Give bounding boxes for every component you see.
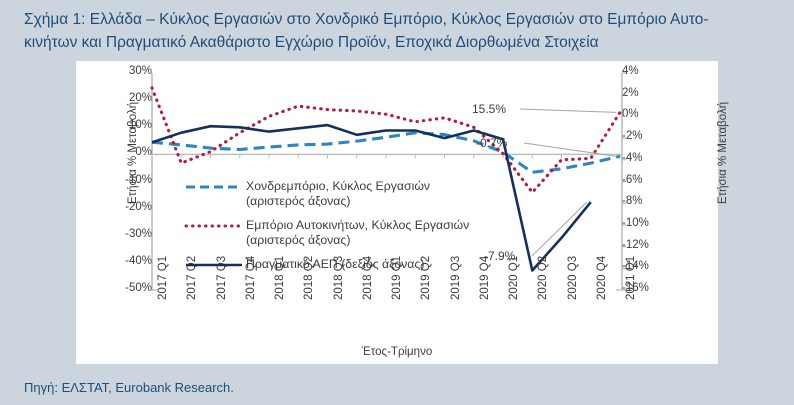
y-tick-left: -20%	[125, 200, 152, 213]
legend-item-auto-trade: Εμπόριο Αυτοκινήτων, Κύκλος Εργασιών (αρ…	[184, 218, 469, 248]
y-tick-right: 4%	[622, 65, 639, 77]
y-tick-right: -16%	[622, 282, 649, 294]
source-note: Πηγή: ΕΛΣΤΑΤ, Eurobank Research.	[24, 380, 234, 395]
y-tick-right: -6%	[622, 173, 643, 186]
y-tick-right: 2%	[622, 86, 639, 99]
x-tick-label: 2021 Q1	[625, 255, 637, 300]
y-tick-right: -4%	[622, 151, 643, 164]
legend-label-wholesale-sub: (αριστερός άξονας)	[246, 194, 351, 208]
legend-label-real-gdp: Πραγματικό ΑΕΠ (δεξιός άξονας)	[246, 257, 424, 272]
y-tick-right: -14%	[622, 260, 649, 273]
legend-label-real-gdp-main: Πραγματικό ΑΕΠ (δεξιός άξονας)	[246, 257, 425, 271]
y-axis-right-title: Ετήσια % Μεταβολή	[717, 101, 729, 205]
legend-label-auto-trade: Εμπόριο Αυτοκινήτων, Κύκλος Εργασιών (αρ…	[246, 218, 469, 248]
legend-label-wholesale-main: Χονδρεμπόριο, Κύκλος Εργασιών	[246, 179, 431, 193]
legend-key-dotted-icon	[184, 218, 246, 233]
annotation-leader-line	[523, 142, 617, 157]
y-tick-left: -30%	[125, 227, 152, 240]
series-line	[151, 131, 621, 174]
chart-legend: Χονδρεμπόριο, Κύκλος Εργασιών (αριστερός…	[184, 179, 469, 281]
legend-label-auto-trade-sub: (αριστερός άξονας)	[246, 233, 351, 247]
data-label: -0.7%	[476, 136, 508, 150]
plot-area	[148, 72, 626, 291]
y-axis-right-ticks: 4% 2% 0% -2% -4% -6% -8% -10% -12% -14% -16%	[622, 61, 672, 364]
x-axis-title: Έτος-Τρίμηνο	[361, 346, 433, 358]
series-line	[150, 86, 622, 194]
y-tick-left: 20%	[128, 92, 152, 105]
y-tick-left: 0%	[135, 146, 152, 159]
y-tick-right: -8%	[622, 195, 643, 208]
y-tick-left: -10%	[125, 173, 152, 186]
y-tick-left: 30%	[128, 65, 152, 77]
x-tick-label: 2017 Q1	[157, 255, 169, 300]
x-tick-label: 2020 Q2	[537, 255, 550, 300]
legend-item-wholesale: Χονδρεμπόριο, Κύκλος Εργασιών (αριστερός…	[184, 179, 469, 209]
legend-label-wholesale: Χονδρεμπόριο, Κύκλος Εργασιών (αριστερός…	[246, 179, 430, 209]
legend-key-solid-icon	[184, 257, 246, 272]
figure-title: Σχήμα 1: Ελλάδα – Κύκλος Εργασιών στο Χο…	[24, 8, 772, 54]
data-label: -7.9%	[484, 249, 516, 263]
legend-key-dashed-icon	[184, 179, 246, 194]
y-tick-left: 10%	[128, 119, 152, 132]
y-tick-right: -12%	[622, 238, 649, 251]
y-tick-left: -40%	[125, 254, 152, 267]
x-tick-label: 2020 Q3	[566, 255, 579, 300]
y-tick-right: -2%	[622, 130, 643, 143]
legend-label-auto-trade-main: Εμπόριο Αυτοκινήτων, Κύκλος Εργασιών	[246, 218, 470, 232]
y-tick-right: -10%	[622, 216, 649, 229]
y-axis-left-ticks: 30% 20% 10% 0% -10% -20% -30% -40% -50%	[104, 61, 152, 364]
figure-title-line-1: Σχήμα 1: Ελλάδα – Κύκλος Εργασιών στο Χο…	[24, 11, 709, 28]
y-tick-left: -50%	[125, 282, 152, 294]
annotation-leader-line	[531, 201, 588, 257]
figure-title-line-2: κινήτων και Πραγματικό Ακαθάριστο Εγχώρι…	[24, 34, 599, 51]
legend-item-real-gdp: Πραγματικό ΑΕΠ (δεξιός άξονας)	[184, 257, 469, 272]
annotation-leader-line	[519, 108, 617, 113]
y-tick-right: 0%	[622, 108, 639, 121]
data-label: 15.5%	[472, 102, 507, 116]
x-tick-label: 2020 Q4	[595, 255, 608, 300]
series-line	[151, 123, 592, 272]
chart-panel: Ετήσια % Μεταβολή Ετήσια % Μεταβολή 30% 2…	[76, 61, 729, 364]
